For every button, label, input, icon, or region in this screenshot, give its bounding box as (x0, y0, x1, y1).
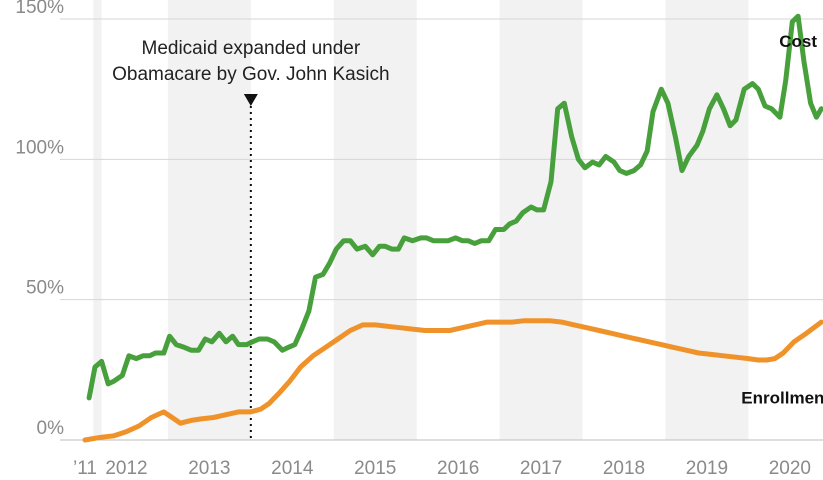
gridlines (60, 18, 823, 441)
shaded-band (499, 0, 583, 440)
x-tick-label: 2018 (603, 458, 645, 479)
series-lines (82, 13, 823, 443)
x-tick-label: ’11 (73, 458, 97, 479)
series-line-enrollment (82, 318, 823, 443)
shaded-year-bands (93, 0, 749, 440)
annotation-text-line-1: Medicaid expanded under (142, 38, 361, 59)
annotation-text-line-2: Obamacare by Gov. John Kasich (112, 64, 389, 85)
series-line-cost (86, 13, 823, 401)
series-label-enrollment: Enrollment (741, 389, 823, 408)
annotation-arrow-icon (243, 94, 258, 106)
x-tick-label: 2012 (105, 458, 147, 479)
y-tick-label: 0% (37, 418, 65, 439)
x-tick-label: 2014 (271, 458, 314, 479)
shaded-band (167, 0, 251, 440)
series-label-cost: Cost (779, 32, 817, 51)
x-axis-tick-labels: ’11 2012 2013 2014 2015 2016 2017 2018 2019 2020 (73, 458, 811, 479)
x-tick-label: 2015 (354, 458, 396, 479)
x-tick-label: 2016 (437, 458, 479, 479)
x-tick-label: 2017 (520, 458, 562, 479)
y-tick-label: 100% (15, 137, 64, 158)
y-axis-tick-labels: 0% 50% 100% 150% (15, 0, 64, 439)
y-tick-label: 150% (15, 0, 64, 18)
shaded-band (333, 0, 417, 440)
shaded-band (665, 0, 749, 440)
x-tick-label: 2019 (686, 458, 728, 479)
y-tick-label: 50% (26, 278, 64, 299)
annotation: Medicaid expanded under Obamacare by Gov… (112, 38, 390, 440)
shaded-band (93, 0, 102, 440)
x-tick-label: 2013 (188, 458, 230, 479)
x-tick-label: 2020 (769, 458, 811, 479)
